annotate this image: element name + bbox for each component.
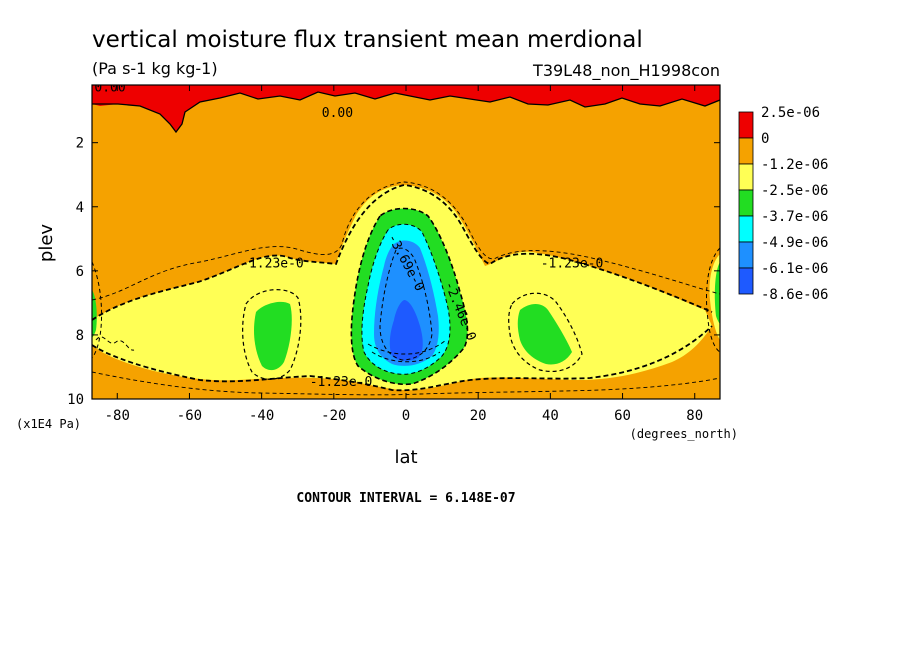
green-edge-right <box>714 262 720 324</box>
green-core-north <box>517 304 572 365</box>
contour-line-neg2-upper <box>92 184 713 321</box>
legend-label: -1.2e-06 <box>761 157 828 173</box>
legend-swatch <box>738 189 754 217</box>
x-tick-label: -20 <box>321 408 346 424</box>
y-axis-label: plev <box>36 224 57 263</box>
contour-line-green-n <box>508 292 583 373</box>
x-tick-label: -80 <box>105 408 130 424</box>
contour-line-green-eq <box>350 207 469 386</box>
chart-title: vertical moisture flux transient mean me… <box>92 27 643 53</box>
run-label: T39L48_non_H1998con <box>532 61 720 81</box>
green-edge-left <box>92 290 97 338</box>
dark-blue-core <box>389 300 423 361</box>
contour-line-right-edge <box>706 247 720 353</box>
legend-label: 0 <box>761 131 769 147</box>
x-tick-label: 80 <box>686 408 703 424</box>
contour-label: 0.00 <box>94 80 125 95</box>
green-core-south <box>254 301 292 371</box>
x-tick-label: -60 <box>177 408 202 424</box>
x-axis-label: lat <box>394 447 417 468</box>
contour-lines <box>92 91 720 396</box>
y-tick-label: 6 <box>76 264 84 280</box>
contour-line-neg2 <box>92 325 713 392</box>
legend-label: 2.5e-06 <box>761 105 820 121</box>
contour-label: -1.23e-0 <box>310 375 373 390</box>
legend-label: -4.9e-06 <box>761 235 828 251</box>
legend-swatch <box>738 241 754 269</box>
contour-line-inner-1 <box>361 223 451 375</box>
y-axis: 2 4 6 8 10 <box>67 136 720 408</box>
legend-label: -6.1e-06 <box>761 261 828 277</box>
contour-line-zero <box>92 91 720 134</box>
legend-swatch <box>738 215 754 243</box>
y-tick-label: 10 <box>67 392 84 408</box>
y-tick-label: 2 <box>76 136 84 152</box>
x-units: (degrees_north) <box>630 427 738 441</box>
legend-label: -8.6e-06 <box>761 287 828 303</box>
y-tick-label: 4 <box>76 200 84 216</box>
contour-line-left-wiggle <box>95 336 135 351</box>
contour-label: 0.00 <box>322 106 353 121</box>
contour-line-inner-4 <box>367 339 447 355</box>
legend-swatch <box>738 163 754 191</box>
legend-swatch <box>738 137 754 165</box>
contour-line-inner-3 <box>371 351 441 363</box>
region-blue <box>361 224 450 375</box>
contour-line-left-edge <box>92 261 103 359</box>
region-positive <box>92 85 720 132</box>
units-label: (Pa s-1 kg kg-1) <box>92 59 218 78</box>
contour-line-green-s <box>242 289 302 380</box>
y-tick-label: 8 <box>76 328 84 344</box>
x-tick-label: 20 <box>470 408 487 424</box>
contour-label: -1.23e-0 <box>541 257 604 272</box>
plot-area: 0.000.00-1.23e-0 -1.23e-0-1.23e-0-3.69e-0… <box>92 80 720 399</box>
legend-label: -3.7e-06 <box>761 209 828 225</box>
legend-label: -2.5e-06 <box>761 183 828 199</box>
legend-swatch <box>738 111 754 139</box>
x-tick-label: 60 <box>614 408 631 424</box>
contour-label: -1.23e-0 <box>241 257 304 272</box>
red-patch-top <box>92 85 720 132</box>
legend-swatch <box>738 267 754 295</box>
y-units: (x1E4 Pa) <box>16 417 81 431</box>
x-tick-label: -40 <box>249 408 274 424</box>
x-tick-label: 40 <box>542 408 559 424</box>
x-axis: -80 -60 -40 -20 0 20 40 60 80 <box>105 85 703 424</box>
contour-interval-note: CONTOUR INTERVAL = 6.148E-07 <box>296 491 515 506</box>
x-tick-label: 0 <box>402 408 410 424</box>
legend: 2.5e-06 0 -1.2e-06 -2.5e-06 -3.7e-06 -4.9e-06… <box>738 105 828 303</box>
contour-line-neg1-lower <box>92 371 720 396</box>
contour-line-neg1 <box>92 181 720 301</box>
contour-line-inner-2 <box>379 247 433 361</box>
